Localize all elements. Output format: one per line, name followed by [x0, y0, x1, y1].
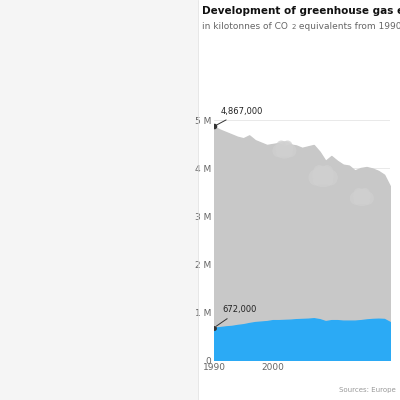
Text: in kilotonnes of CO: in kilotonnes of CO [202, 22, 288, 31]
Text: Sources: Europe: Sources: Europe [339, 387, 396, 393]
Ellipse shape [276, 141, 293, 156]
Ellipse shape [321, 165, 333, 180]
Ellipse shape [313, 175, 333, 187]
Ellipse shape [362, 192, 374, 205]
Ellipse shape [350, 192, 362, 205]
Ellipse shape [276, 140, 286, 152]
Text: 672,000: 672,000 [216, 305, 257, 326]
Text: 4,867,000: 4,867,000 [216, 107, 264, 125]
Ellipse shape [360, 188, 370, 200]
Ellipse shape [272, 144, 284, 157]
Text: Development of greenhouse gas emissions fr: Development of greenhouse gas emissions … [202, 6, 400, 16]
Ellipse shape [354, 188, 364, 200]
Ellipse shape [312, 166, 334, 185]
Ellipse shape [354, 196, 370, 206]
Text: 2: 2 [292, 24, 296, 30]
Text: equivalents from 1990 to 2: equivalents from 1990 to 2 [296, 22, 400, 31]
Ellipse shape [276, 148, 293, 158]
Ellipse shape [353, 188, 370, 204]
Ellipse shape [323, 170, 338, 186]
Ellipse shape [308, 170, 323, 186]
Ellipse shape [284, 144, 296, 157]
Ellipse shape [282, 140, 293, 152]
Ellipse shape [313, 165, 326, 180]
